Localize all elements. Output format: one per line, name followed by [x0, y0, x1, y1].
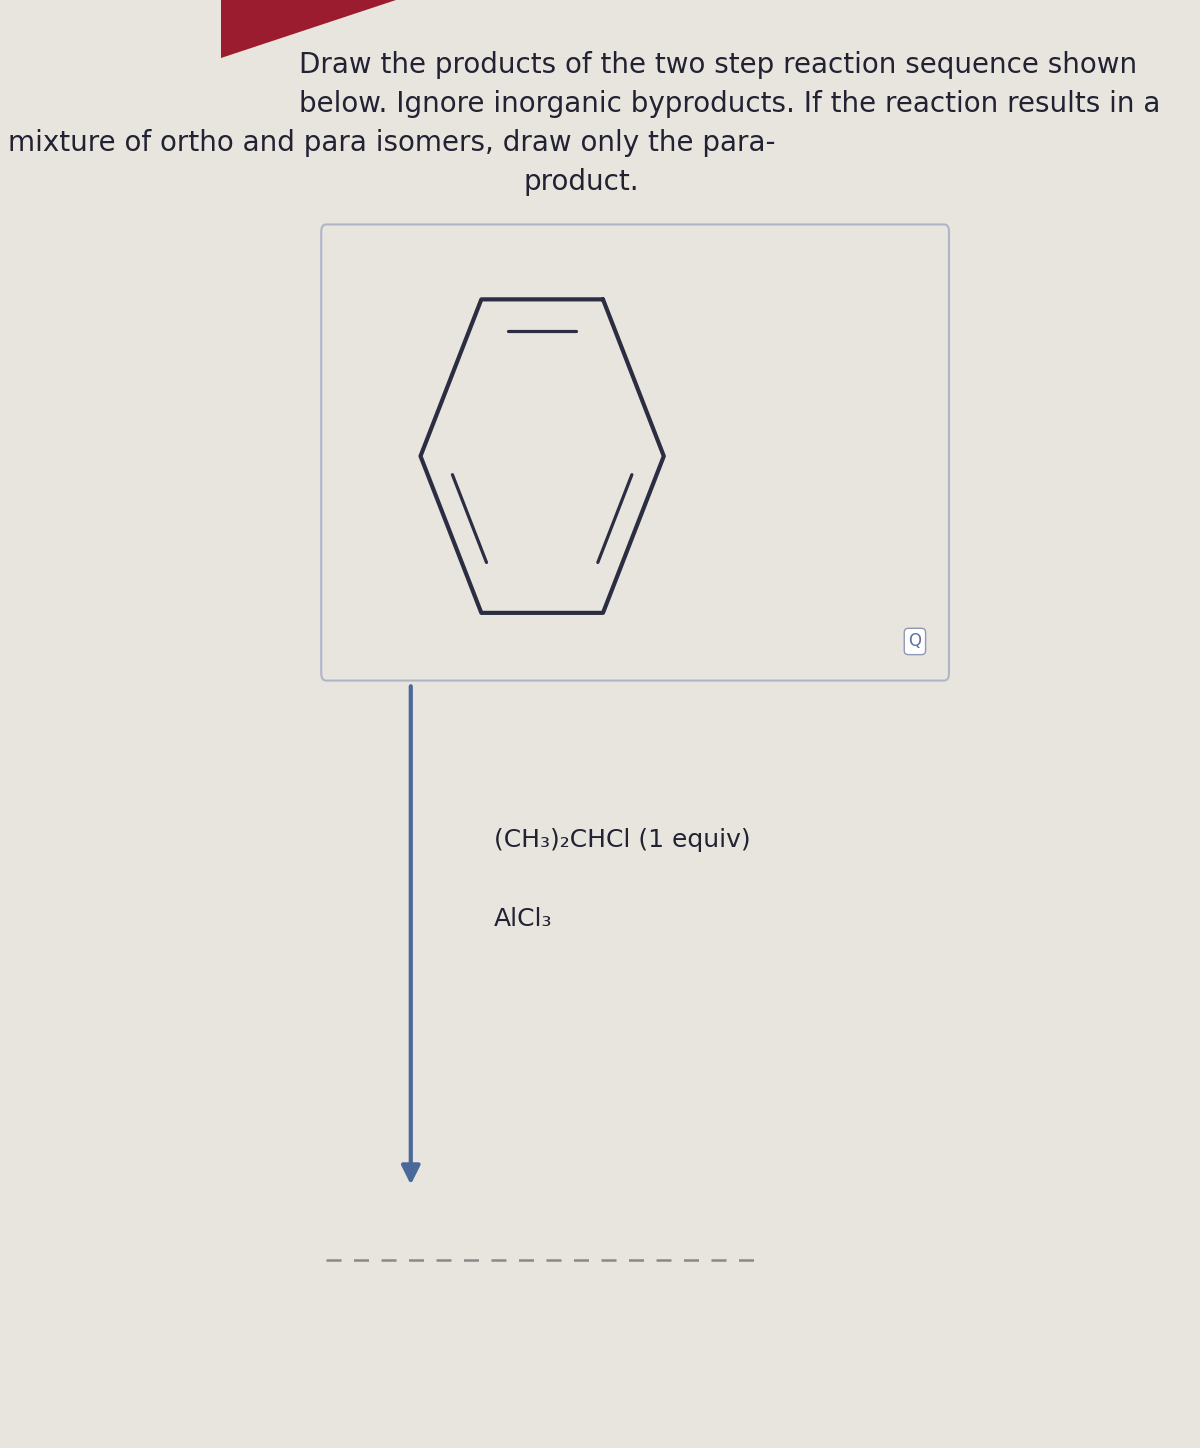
Text: Draw the products of the two step reaction sequence shown: Draw the products of the two step reacti…: [299, 51, 1136, 78]
Text: Q: Q: [908, 633, 922, 650]
Text: AlCl₃: AlCl₃: [493, 908, 552, 931]
Polygon shape: [221, 0, 396, 58]
Text: mixture of ortho and para isomers, draw only the para-: mixture of ortho and para isomers, draw …: [7, 129, 775, 156]
Text: product.: product.: [523, 168, 638, 195]
Text: below. Ignore inorganic byproducts. If the reaction results in a: below. Ignore inorganic byproducts. If t…: [299, 90, 1160, 117]
FancyBboxPatch shape: [322, 224, 949, 681]
Text: (CH₃)₂CHCl (1 equiv): (CH₃)₂CHCl (1 equiv): [493, 828, 750, 851]
